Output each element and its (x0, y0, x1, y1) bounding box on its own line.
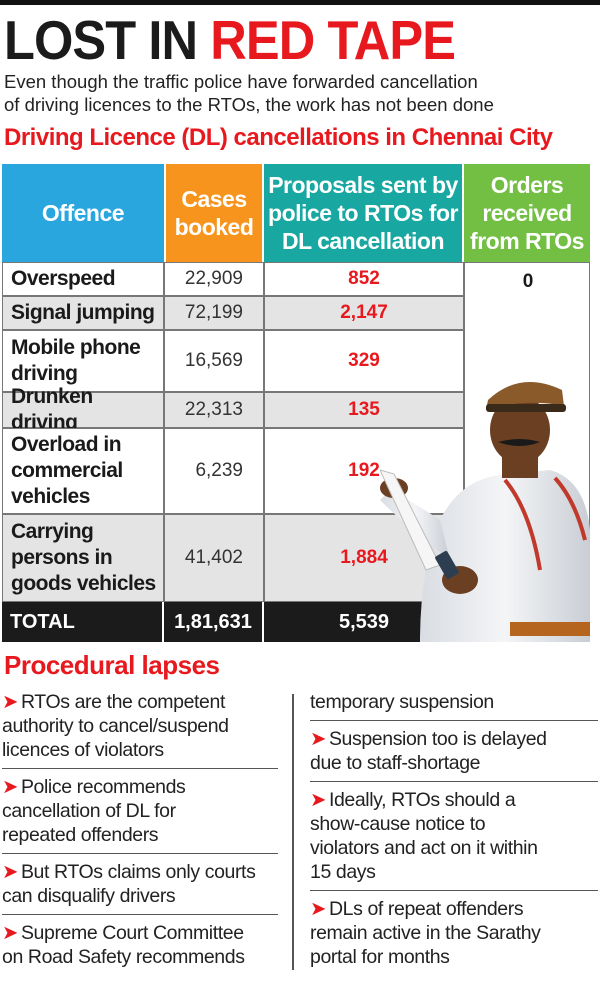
lapse-6-line-4: 15 days (310, 861, 376, 883)
procedural-left-column: ➤ RTOs are the competent authority to can… (2, 690, 278, 981)
header-cases-line-1: Cases (181, 186, 247, 212)
header-offence: Offence (2, 164, 164, 262)
lapse-1-line-1: RTOs are the competent (20, 691, 225, 713)
procedural-lapses-title: Procedural lapses (4, 650, 220, 680)
row-offence-mobile-phone: Mobile phone driving (2, 330, 164, 392)
header-proposals-line-1: Proposals sent by (268, 172, 458, 198)
headline-part-2: RED TAPE (210, 9, 456, 71)
lapse-item-5: ➤ Suspension too is delayed due to staff-… (310, 727, 598, 782)
arrow-icon: ➤ (310, 789, 326, 811)
row-proposals-overload: 192 (264, 428, 464, 514)
row-offence-signal-jumping: Signal jumping (2, 296, 164, 330)
total-cases: 1,81,631 (164, 602, 264, 642)
header-orders-received: Orders received from RTOs (464, 164, 590, 262)
column-divider (292, 694, 294, 970)
lapse-item-6: ➤ Ideally, RTOs should a show-cause notic… (310, 788, 598, 891)
table-subhead: Driving Licence (DL) cancellations in Ch… (4, 124, 553, 151)
procedural-right-column: temporary suspension ➤ Suspension too is … (310, 690, 598, 981)
header-proposals-line-2: police to RTOs for (268, 200, 458, 226)
lapse-7-line-2: remain active in the Sarathy (310, 922, 541, 944)
lapse-4-line-1: Supreme Court Committee (20, 922, 244, 944)
row-cases-signal-jumping: 72,199 (164, 296, 264, 330)
row-offence-carrying-line-1: Carrying (11, 520, 94, 543)
row-cases-overload: 6,239 (164, 428, 264, 514)
lapse-1-line-3: licences of violators (2, 739, 164, 761)
row-offence-mobile-line-1: Mobile phone (11, 336, 141, 359)
lapse-1-line-2: authority to cancel/suspend (2, 715, 229, 737)
lapse-5-line-2: due to staff-shortage (310, 752, 481, 774)
row-proposals-signal-jumping: 2,147 (264, 296, 464, 330)
row-offence-carrying-persons: Carrying persons in goods vehicles (2, 514, 164, 602)
intro-line-1: Even though the traffic police have forw… (4, 71, 478, 92)
lapse-7-line-1: DLs of repeat offenders (328, 898, 524, 920)
row-cases-mobile-phone: 16,569 (164, 330, 264, 392)
row-cases-overspeed: 22,909 (164, 262, 264, 296)
lapse-6-line-2: show-cause notice to (310, 813, 486, 835)
header-cases-booked: Cases booked (166, 164, 262, 262)
header-cases-line-2: booked (174, 214, 254, 240)
row-cases-carrying-persons: 41,402 (164, 514, 264, 602)
intro-line-2: of driving licences to the RTOs, the wor… (4, 94, 494, 115)
arrow-icon: ➤ (2, 691, 18, 713)
header-orders-line-3: from RTOs (470, 228, 584, 254)
row-cases-drunken-driving: 22,313 (164, 392, 264, 428)
arrow-icon: ➤ (310, 728, 326, 750)
intro-text: Even though the traffic police have forw… (4, 70, 596, 116)
lapse-item-2: ➤ Police recommends cancellation of DL fo… (2, 775, 278, 854)
top-rule (0, 0, 600, 5)
orders-received-value: 0 (522, 271, 534, 292)
lapse-2-line-2: cancellation of DL for (2, 800, 176, 822)
row-offence-overload: Overload in commercial vehicles (2, 428, 164, 514)
arrow-icon: ➤ (310, 898, 326, 920)
lapse-7-line-3: portal for months (310, 946, 450, 968)
total-label: TOTAL (2, 602, 164, 642)
row-offence-overload-line-2: commercial (11, 459, 123, 482)
headline: LOST IN RED TAPE (4, 9, 456, 71)
header-orders-line-2: received (482, 200, 572, 226)
lapse-item-4: ➤ Supreme Court Committee on Road Safety … (2, 921, 278, 975)
lapse-item-4-continued: temporary suspension (310, 690, 598, 721)
row-offence-overspeed: Overspeed (2, 262, 164, 296)
row-offence-overload-line-1: Overload in (11, 433, 122, 456)
lapse-4-line-3: temporary suspension (310, 691, 494, 713)
lapse-6-line-1: Ideally, RTOs should a (328, 789, 516, 811)
header-proposals: Proposals sent by police to RTOs for DL … (264, 164, 462, 262)
lapse-5-line-1: Suspension too is delayed (328, 728, 547, 750)
headline-part-1: LOST IN (4, 9, 211, 71)
lapse-2-line-3: repeated offenders (2, 824, 159, 846)
arrow-icon: ➤ (2, 922, 18, 944)
row-proposals-overspeed: 852 (264, 262, 464, 296)
lapse-item-1: ➤ RTOs are the competent authority to can… (2, 690, 278, 769)
row-offence-carrying-line-3: goods vehicles (11, 572, 156, 595)
lapse-6-line-3: violators and act on it within (310, 837, 538, 859)
arrow-icon: ➤ (2, 776, 18, 798)
header-orders-line-1: Orders (490, 172, 564, 198)
row-offence-drunken-driving: Drunken driving (2, 385, 164, 434)
dl-cancellation-table: Offence Cases booked Proposals sent by p… (2, 164, 590, 642)
lapse-item-3: ➤ But RTOs claims only courts can disqual… (2, 860, 278, 915)
traffic-police-officer-illustration (380, 382, 590, 642)
header-proposals-line-3: DL cancellation (281, 228, 445, 254)
arrow-icon: ➤ (2, 861, 18, 883)
lapse-2-line-1: Police recommends (20, 776, 186, 798)
row-proposals-mobile-phone: 329 (264, 330, 464, 392)
row-offence-overload-line-3: vehicles (11, 485, 90, 508)
lapse-4-line-2: on Road Safety recommends (2, 946, 245, 968)
row-offence-mobile-line-2: driving (11, 362, 78, 385)
row-proposals-drunken-driving: 135 (264, 392, 464, 428)
lapse-3-line-2: can disqualify drivers (2, 885, 176, 907)
lapse-3-line-1: But RTOs claims only courts (20, 861, 256, 883)
row-offence-carrying-line-2: persons in (11, 546, 113, 569)
lapse-item-7: ➤ DLs of repeat offenders remain active i… (310, 897, 598, 975)
